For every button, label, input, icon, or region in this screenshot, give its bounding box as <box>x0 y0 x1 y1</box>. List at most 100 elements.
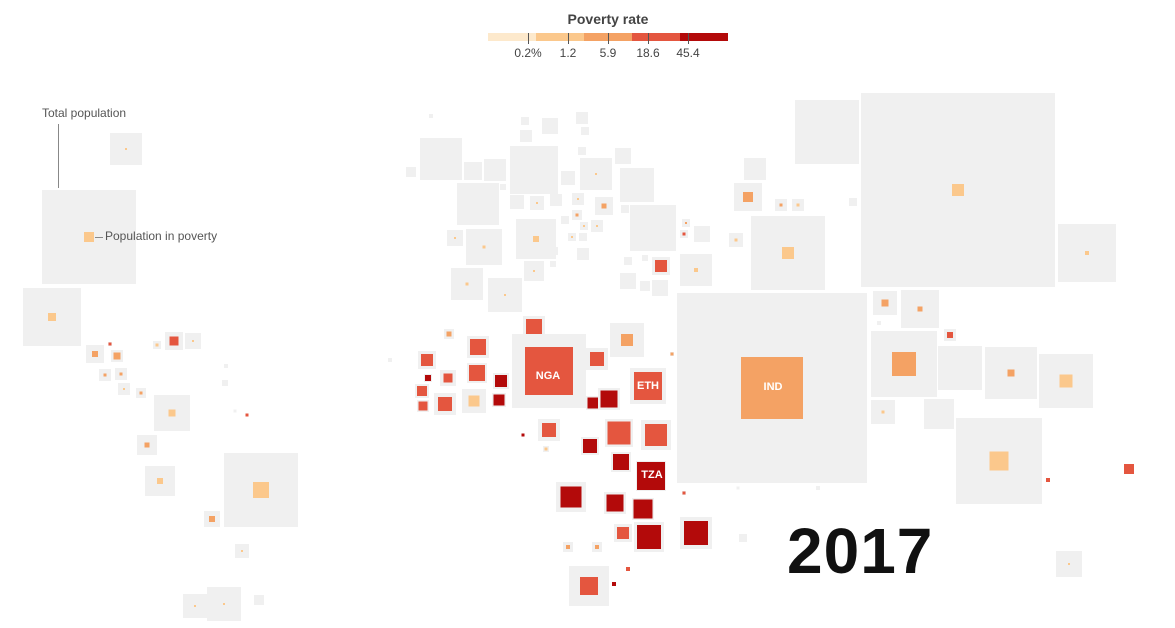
country-poverty-population-square <box>438 397 452 411</box>
country-poverty-population-square <box>1046 478 1050 482</box>
country-poverty-population-square <box>504 294 506 296</box>
legend-tick-label: 0.2% <box>514 46 542 60</box>
country-total-population-square <box>744 158 766 180</box>
country-total-population-square <box>233 409 237 413</box>
country-poverty-population-square <box>92 351 98 357</box>
legend-tick-mark <box>688 33 689 44</box>
country-total-population-square <box>550 194 562 206</box>
legend-tick-label: 5.9 <box>599 46 617 60</box>
total-population-annotation: Total population <box>42 106 127 120</box>
country-poverty-population-square <box>168 409 176 417</box>
country-total-population-square <box>561 171 575 185</box>
country-label-tza: TZA <box>641 469 663 481</box>
country-poverty-population-square <box>1085 251 1089 255</box>
country-poverty-population-square <box>482 245 486 249</box>
country-poverty-population-square <box>796 203 800 207</box>
country-total-population-square <box>420 138 462 180</box>
country-poverty-population-square <box>782 247 794 259</box>
country-total-population-square <box>620 273 636 289</box>
population-in-poverty-annotation: Population in poverty <box>105 229 218 243</box>
country-poverty-population-square <box>144 442 150 448</box>
country-poverty-population-square <box>989 451 1009 471</box>
country-total-population-square <box>816 486 820 490</box>
country-poverty-population-square <box>113 352 121 360</box>
country-total-population-square <box>630 205 676 251</box>
country-poverty-population-square <box>580 577 598 595</box>
country-total-population-square <box>550 247 558 255</box>
country-poverty-population-square <box>577 198 579 200</box>
country-poverty-population-square <box>536 202 538 204</box>
country-poverty-population-square <box>454 237 456 239</box>
country-poverty-population-square <box>533 270 535 272</box>
country-total-population-square <box>621 205 629 213</box>
country-total-population-square <box>615 148 631 164</box>
country-poverty-population-square <box>465 282 469 286</box>
country-poverty-population-square <box>526 319 542 335</box>
country-poverty-population-square <box>542 423 556 437</box>
country-poverty-population-square <box>1007 369 1015 377</box>
country-total-population-square <box>579 233 587 241</box>
country-label-eth: ETH <box>637 380 659 392</box>
legend-tick-label: 18.6 <box>636 46 660 60</box>
country-poverty-population-square <box>525 347 573 395</box>
country-poverty-population-square <box>125 148 127 150</box>
country-total-population-square <box>795 100 859 164</box>
country-poverty-population-square <box>583 439 597 453</box>
country-total-population-square <box>500 184 506 190</box>
legend-tick-mark <box>528 33 529 44</box>
country-total-population-square <box>577 248 589 260</box>
country-poverty-population-square <box>421 354 433 366</box>
country-poverty-population-square <box>626 567 630 571</box>
country-poverty-population-square <box>590 352 604 366</box>
country-poverty-population-square <box>1068 563 1070 565</box>
legend-tick-mark <box>648 33 649 44</box>
country-poverty-population-square <box>84 232 94 242</box>
country-total-population-square <box>642 255 648 261</box>
country-poverty-population-square <box>521 433 525 437</box>
country-poverty-population-square <box>779 203 783 207</box>
country-total-population-square <box>694 226 710 242</box>
country-poverty-population-square <box>571 236 573 238</box>
country-poverty-population-square <box>443 373 453 383</box>
country-poverty-population-square <box>741 357 803 419</box>
country-poverty-population-square <box>155 343 159 347</box>
country-total-population-square <box>550 261 556 267</box>
country-poverty-population-square <box>685 222 687 224</box>
country-poverty-population-square <box>684 521 708 545</box>
legend-tick-label: 45.4 <box>676 46 700 60</box>
country-poverty-population-square <box>245 413 249 417</box>
country-poverty-population-square <box>470 339 486 355</box>
country-total-population-square <box>640 281 650 291</box>
country-poverty-population-square <box>881 299 889 307</box>
country-poverty-population-square <box>119 372 123 376</box>
country-poverty-population-square <box>595 173 597 175</box>
country-total-population-square <box>222 380 228 386</box>
country-poverty-population-square <box>881 410 885 414</box>
country-poverty-population-square <box>469 365 485 381</box>
country-poverty-population-square <box>446 331 452 337</box>
country-poverty-population-square <box>612 582 616 586</box>
legend-swatch-0 <box>488 33 536 41</box>
country-total-population-square <box>620 168 654 202</box>
country-total-population-square <box>224 364 228 368</box>
country-label-ind: IND <box>763 381 783 393</box>
country-poverty-population-square <box>493 394 505 406</box>
country-total-population-square <box>457 183 499 225</box>
country-poverty-population-square <box>425 375 431 381</box>
legend-swatch-1 <box>536 33 584 41</box>
country-poverty-population-square <box>595 545 599 549</box>
country-total-population-square <box>254 595 264 605</box>
country-poverty-population-square <box>48 313 56 321</box>
year-label: 2017 <box>787 515 934 587</box>
country-total-population-square <box>510 146 558 194</box>
legend-swatch-3 <box>632 33 680 41</box>
country-poverty-population-square <box>655 260 667 272</box>
country-poverty-population-square <box>1059 374 1073 388</box>
country-poverty-population-square <box>566 545 570 549</box>
country-poverty-population-square <box>743 192 753 202</box>
country-poverty-population-square <box>194 605 196 607</box>
country-poverty-population-square <box>645 424 667 446</box>
country-total-population-square <box>429 114 433 118</box>
